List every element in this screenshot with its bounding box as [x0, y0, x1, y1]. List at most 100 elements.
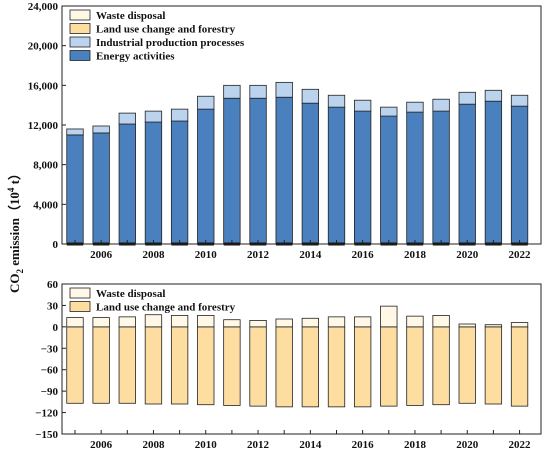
bar-waste-2021	[484, 324, 503, 328]
bar-industrial-2016	[353, 99, 372, 112]
bar-land-2008	[144, 326, 163, 405]
bar-industrial-2019	[432, 98, 450, 112]
bar-energy-2010	[197, 108, 215, 245]
bar-waste-2013	[275, 318, 293, 328]
x-tick-label: 2018	[404, 439, 427, 450]
legend-swatch-land	[69, 301, 91, 312]
bar-waste-2017	[380, 305, 398, 328]
x-tick-label: 2020	[456, 249, 479, 261]
legend-swatch-waste	[69, 287, 91, 299]
bar-land-2012	[249, 326, 267, 407]
plot-frame	[61, 283, 542, 435]
bar-industrial-2009	[170, 108, 189, 122]
bar-land-2009	[170, 326, 189, 405]
y-tick-label: 4,000	[33, 199, 58, 211]
legend-label-land: Land use change and forestry	[96, 302, 236, 314]
bar-waste-2006	[92, 317, 110, 328]
bar-industrial-2017	[380, 106, 398, 117]
y-tick-label: 0	[53, 239, 59, 251]
bar-energy-2009	[170, 120, 189, 245]
bar-industrial-2007	[118, 112, 136, 125]
y-tick-label: −60	[41, 365, 59, 377]
bar-waste-2009	[170, 315, 189, 328]
bar-industrial-2022	[510, 94, 529, 107]
top-chart: 0 4,000 8,000 12,000 16,000 20,000 24,000 2006 2…	[28, 1, 542, 261]
bar-energy-2019	[432, 110, 450, 245]
bar-land-2015	[327, 326, 346, 408]
y-tick-label: −30	[41, 343, 59, 355]
bar-industrial-2011	[223, 84, 241, 99]
bar-land-2020	[458, 326, 476, 404]
x-tick-label: 2022	[509, 439, 532, 450]
bar-land-2021	[484, 326, 503, 405]
y-tick-label: 24,000	[28, 1, 59, 13]
x-tick-label: 2018	[404, 249, 427, 261]
bar-waste-2019	[432, 315, 450, 328]
y-tick-label: −150	[35, 429, 58, 441]
x-tick-label: 2010	[195, 439, 218, 450]
bar-waste-2010	[197, 315, 215, 328]
bar-waste-2008	[144, 314, 163, 328]
bar-land-2006	[92, 326, 110, 404]
legend-swatch-industrial	[69, 36, 91, 48]
bar-industrial-2020	[458, 91, 476, 105]
bar-energy-2021	[484, 100, 503, 245]
bar-energy-2020	[458, 103, 476, 245]
bar-waste-2005	[66, 317, 84, 328]
bar-industrial-2010	[197, 95, 215, 110]
legend-label-energy: Energy activities	[96, 51, 175, 63]
bar-land-2022	[510, 326, 529, 407]
bar-industrial-2006	[92, 125, 110, 134]
y-tick-label: 0	[53, 322, 59, 334]
bar-energy-2016	[353, 110, 372, 245]
bar-waste-2022	[510, 322, 529, 328]
bar-waste-2014	[301, 317, 320, 328]
bar-waste-2016	[353, 316, 372, 328]
bar-energy-2017	[380, 115, 398, 245]
bar-waste-2012	[249, 320, 267, 328]
bar-energy-2007	[118, 123, 136, 245]
bar-land-2005	[66, 326, 84, 404]
bar-waste-2011	[223, 319, 241, 328]
x-tick-label: 2008	[142, 249, 165, 261]
x-tick-label: 2006	[90, 249, 113, 261]
bar-industrial-2021	[484, 89, 503, 102]
x-tick-label: 2016	[352, 249, 375, 261]
bar-industrial-2013	[275, 81, 293, 98]
x-tick-label: 2020	[456, 439, 479, 450]
legend-label-waste: Waste disposal	[96, 10, 165, 22]
bar-waste-2015	[327, 316, 346, 328]
bar-industrial-2014	[301, 88, 320, 104]
y-tick-label: 30	[47, 300, 59, 312]
bar-energy-2012	[249, 97, 267, 245]
bar-land-2016	[353, 326, 372, 408]
x-tick-label: 2014	[299, 249, 322, 261]
x-tick-label: 2014	[299, 439, 322, 450]
y-tick-label: 16,000	[28, 80, 59, 92]
x-tick-label: 2006	[90, 439, 113, 450]
bar-industrial-2015	[327, 94, 346, 108]
bar-energy-2005	[66, 134, 84, 245]
bar-land-2010	[197, 326, 215, 406]
y-tick-label: −90	[41, 386, 59, 398]
bar-land-2011	[223, 326, 241, 406]
legend-label-industrial: Industrial production processes	[96, 37, 245, 49]
bar-energy-2022	[510, 105, 529, 245]
y-tick-label: 60	[47, 279, 59, 291]
legend-swatch-energy	[69, 50, 91, 61]
legend-label-waste: Waste disposal	[96, 288, 165, 300]
x-tick-label: 2012	[247, 439, 270, 450]
bar-energy-2015	[327, 106, 346, 245]
bar-waste-2020	[458, 323, 476, 328]
bar-energy-2013	[275, 96, 293, 245]
x-tick-label: 2012	[247, 249, 270, 261]
bar-industrial-2005	[66, 128, 84, 136]
bar-industrial-2012	[249, 84, 267, 99]
bar-land-2007	[118, 326, 136, 404]
y-tick-label: 12,000	[28, 120, 59, 132]
x-tick-label: 2010	[195, 249, 218, 261]
bar-energy-2011	[223, 97, 241, 245]
bar-industrial-2008	[144, 110, 163, 123]
bar-land-2018	[406, 326, 424, 406]
legend-label-land: Land use change and forestry	[96, 24, 236, 36]
